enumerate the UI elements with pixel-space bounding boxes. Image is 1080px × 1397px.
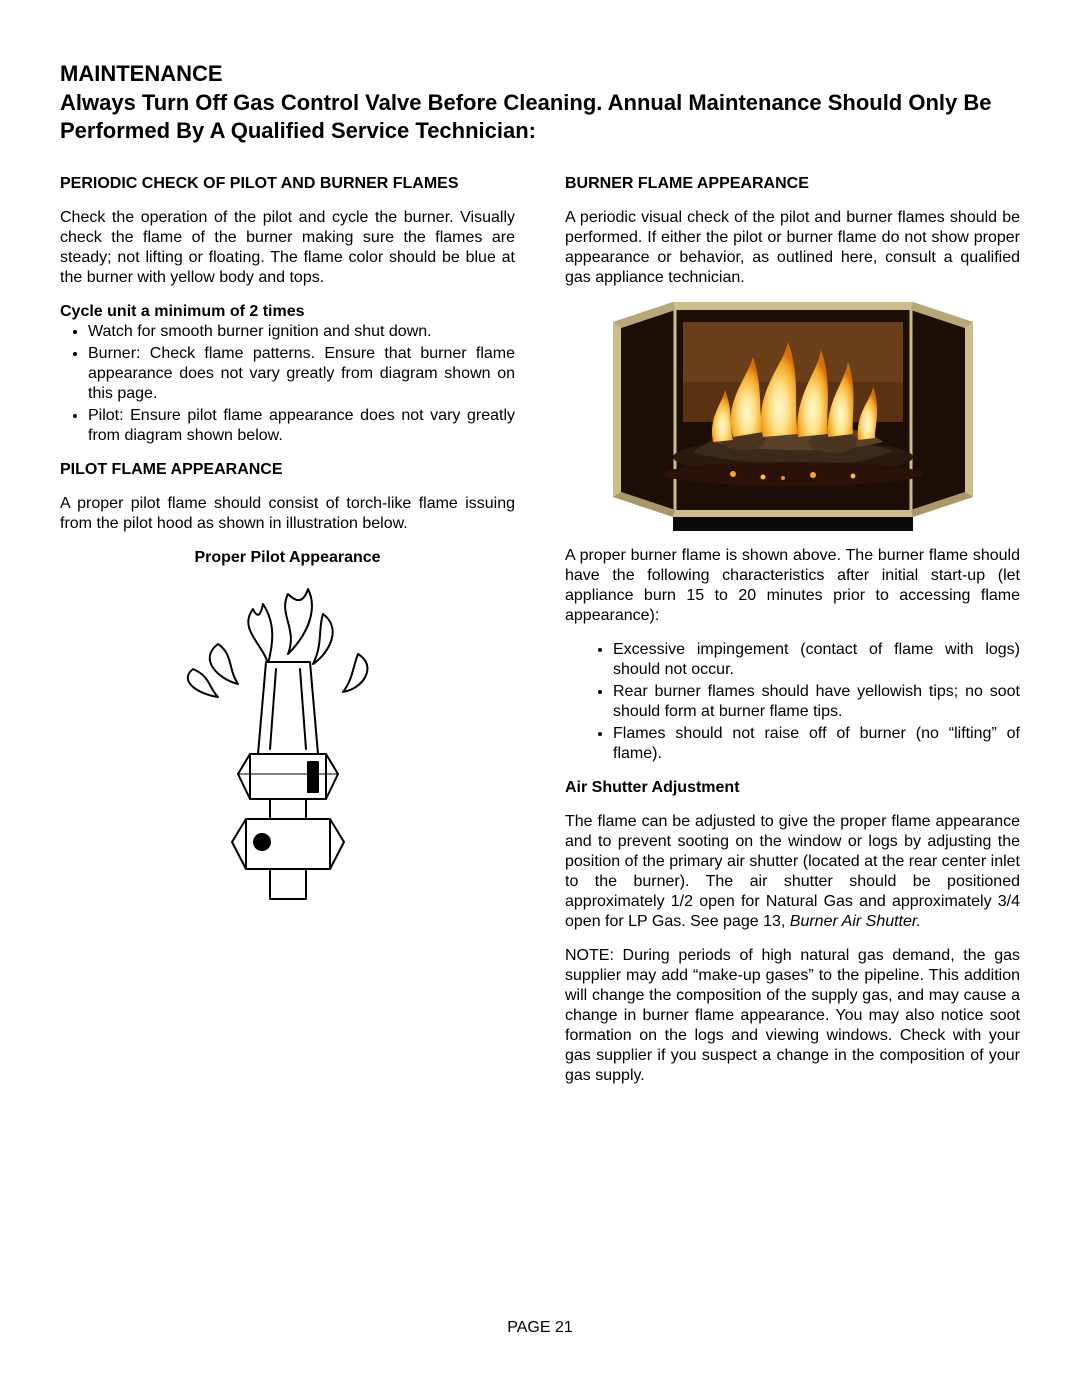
heading-periodic-check: PERIODIC CHECK OF PILOT AND BURNER FLAME… [60,174,515,194]
page-subtitle: Always Turn Off Gas Control Valve Before… [60,89,1020,146]
heading-cycle: Cycle unit a minimum of 2 times [60,302,515,322]
air-shutter-ref: Burner Air Shutter. [790,913,921,930]
list-item: Excessive impingement (contact of flame … [613,640,1020,680]
para-pilot-flame: A proper pilot flame should consist of t… [60,494,515,534]
para-air-shutter: The flame can be adjusted to give the pr… [565,812,1020,932]
burner-characteristics-list: Excessive impingement (contact of flame … [565,640,1020,764]
pilot-figure-caption: Proper Pilot Appearance [60,548,515,568]
right-column: BURNER FLAME APPEARANCE A periodic visua… [565,164,1020,1100]
para-periodic-check: Check the operation of the pilot and cyc… [60,208,515,288]
list-item: Rear burner flames should have yellowish… [613,682,1020,722]
cycle-list: Watch for smooth burner ignition and shu… [60,322,515,446]
list-item: Flames should not raise off of burner (n… [613,724,1020,764]
list-item: Burner: Check flame patterns. Ensure tha… [88,344,515,404]
heading-air-shutter: Air Shutter Adjustment [565,778,1020,798]
para-note: NOTE: During periods of high natural gas… [565,946,1020,1086]
heading-pilot-flame: PILOT FLAME APPEARANCE [60,460,515,480]
left-column: PERIODIC CHECK OF PILOT AND BURNER FLAME… [60,164,515,1100]
list-item: Pilot: Ensure pilot flame appearance doe… [88,406,515,446]
para-burner-check: A periodic visual check of the pilot and… [565,208,1020,288]
pilot-diagram-icon [158,574,418,924]
heading-burner-flame: BURNER FLAME APPEARANCE [565,174,1020,194]
page-number: PAGE 21 [0,1319,1080,1337]
list-item: Watch for smooth burner ignition and shu… [88,322,515,342]
page-title: MAINTENANCE [60,60,1020,89]
burner-photo-icon [613,302,973,532]
para-burner-proper: A proper burner flame is shown above. Th… [565,546,1020,626]
